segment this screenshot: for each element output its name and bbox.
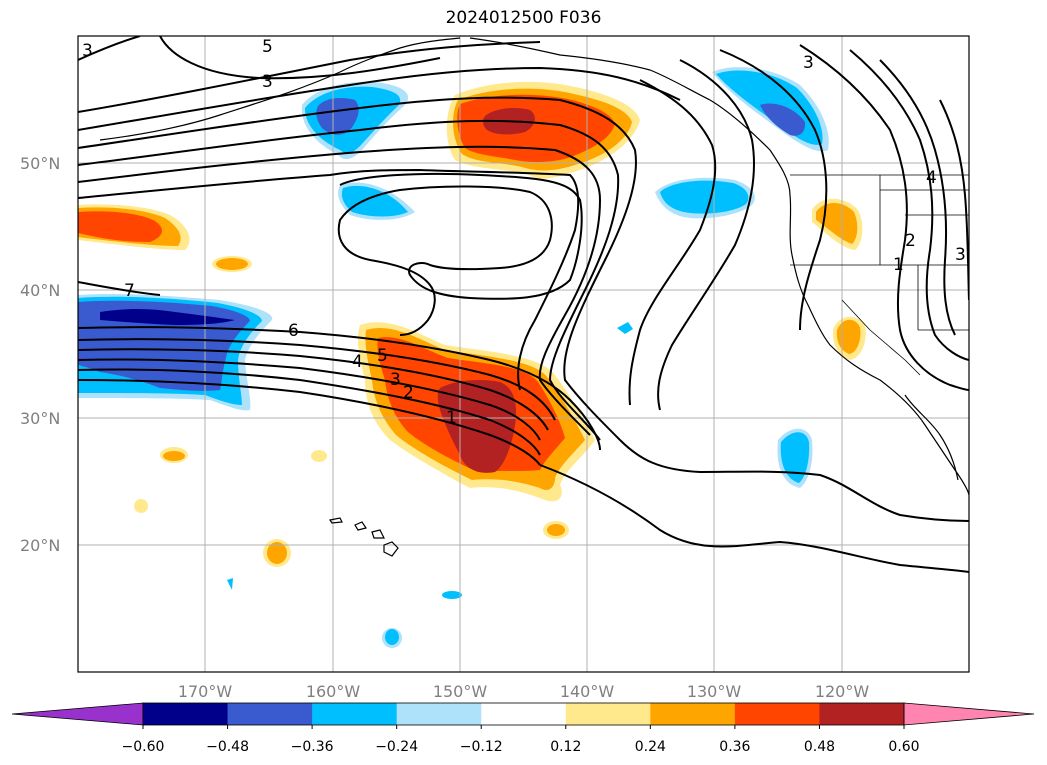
colorbar-cell (312, 703, 398, 725)
contour-label: 2 (403, 383, 414, 403)
colorbar-tick-label: −0.36 (291, 739, 334, 755)
warm-spot-2b (163, 451, 185, 461)
warm-blob-central-darkred (437, 380, 517, 473)
colorbar-cell (565, 703, 651, 725)
colorbar-cell (481, 703, 567, 725)
cold-blob-n2-sky (341, 185, 408, 217)
cold-spot-small-2 (227, 578, 233, 590)
warm-spot-1b (216, 258, 248, 270)
graticule (78, 36, 969, 672)
contour-label: 2 (905, 231, 916, 251)
colorbar-tick-label: 0.48 (804, 739, 835, 755)
colorbar-tick-label: 0.36 (719, 739, 750, 755)
warm-spot-6b (547, 524, 565, 536)
contour-label: 1 (893, 255, 904, 275)
contour-label: 3 (262, 72, 273, 92)
contour-label: 3 (803, 53, 814, 73)
colorbar-cell (143, 703, 229, 725)
contour-label: 1 (446, 408, 457, 428)
lon-label: 150°W (433, 682, 488, 701)
map-frame (77, 35, 970, 673)
cold-blob-n3-sky (660, 180, 749, 214)
colorbar-cell (650, 703, 736, 725)
lat-labels: 50°N 40°N 30°N 20°N (20, 154, 60, 555)
colorbar-cell (396, 703, 482, 725)
colorbar-cell (819, 703, 905, 725)
lat-label: 20°N (20, 536, 60, 555)
contour-label: 4 (926, 168, 937, 188)
lon-label: 140°W (560, 682, 615, 701)
lon-label: 160°W (306, 682, 361, 701)
lon-label: 170°W (178, 682, 233, 701)
colorbar-cell (734, 703, 820, 725)
warm-spot-coast-2b (836, 319, 861, 354)
lon-labels: 170°W 160°W 150°W 140°W 130°W 120°W (178, 682, 870, 701)
contour-label: 3 (955, 245, 966, 265)
contour-lines (78, 36, 969, 573)
colorbar-outline (142, 702, 905, 726)
contour-label: 4 (352, 352, 363, 372)
contour-label: 3 (390, 370, 401, 390)
cold-blob-west-navy (100, 309, 235, 325)
lon-label: 130°W (687, 682, 742, 701)
contour-label: 6 (288, 321, 299, 341)
contour-label: 3 (82, 41, 93, 61)
cold-blob-n1-royal (316, 98, 359, 135)
colorbar-tick-label: −0.48 (206, 739, 249, 755)
warm-spot-5b (267, 542, 287, 564)
contour-labels: 5 3 3 3 7 6 5 4 3 2 1 4 2 1 3 (82, 37, 966, 428)
lat-label: 40°N (20, 281, 60, 300)
colorbar-tick-label: −0.24 (375, 739, 418, 755)
borders (790, 174, 969, 376)
shading-layer (78, 67, 866, 648)
colorbar-tick-label: 0.12 (550, 739, 581, 755)
colorbar-extend-min (11, 702, 144, 726)
lat-label: 30°N (20, 409, 60, 428)
colorbar-tick-label: 0.24 (635, 739, 666, 755)
lat-label: 50°N (20, 154, 60, 173)
warm-spot-coast-1b (816, 203, 858, 244)
colorbar-tick-label: 0.60 (888, 739, 919, 755)
colorbar-extend-max (903, 702, 1035, 726)
contour-label: 5 (377, 346, 388, 366)
cold-spot-small-4b (385, 629, 399, 645)
coastlines (99, 37, 969, 557)
lon-label: 120°W (815, 682, 870, 701)
contour-label: 7 (124, 281, 135, 301)
map-area: 5 3 3 3 7 6 5 4 3 2 1 4 2 1 3 (78, 36, 969, 672)
cold-blob-ne-royal (760, 103, 806, 136)
warm-spot-3 (311, 450, 327, 462)
cold-spot-small-3 (442, 591, 462, 599)
colorbar-tick-label: −0.12 (460, 739, 503, 755)
chart-title: 2024012500 F036 (445, 8, 602, 28)
colorbar-tick-label: −0.60 (122, 739, 165, 755)
colorbar: −0.60 −0.48 −0.36 −0.24 −0.12 0.12 0.24 0.36 0.4… (11, 702, 1035, 755)
cold-spot-small-1 (617, 322, 633, 334)
warm-band-west-red (78, 211, 162, 242)
warm-spot-4 (134, 499, 148, 513)
contour-label: 5 (262, 37, 273, 57)
cold-spot-se-sky (780, 432, 810, 483)
colorbar-cell (227, 703, 313, 725)
